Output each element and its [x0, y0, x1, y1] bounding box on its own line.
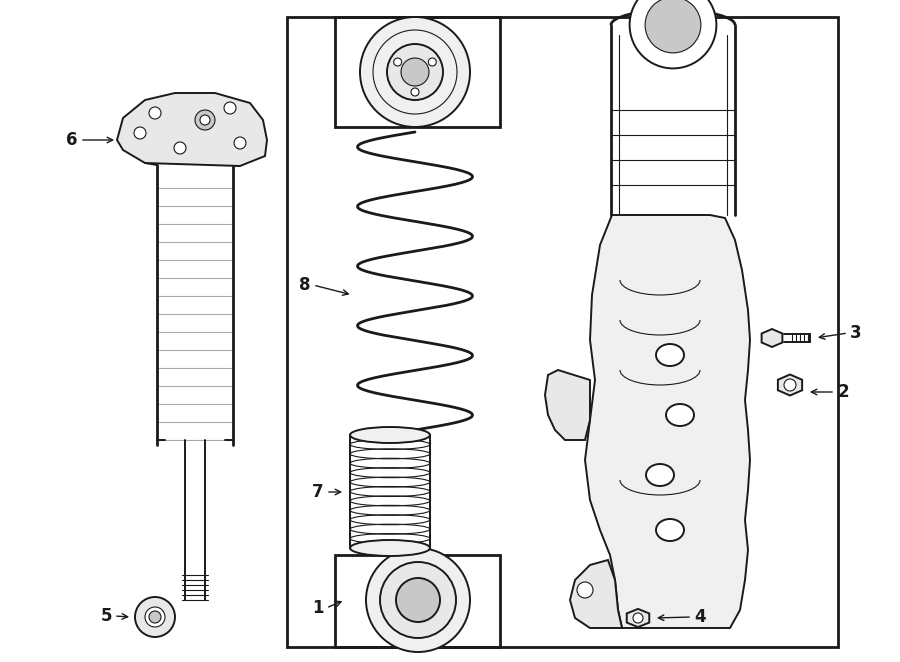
Circle shape [360, 17, 470, 127]
Circle shape [135, 597, 175, 637]
Circle shape [577, 582, 593, 598]
Circle shape [633, 613, 643, 623]
Bar [287, 17, 838, 647]
Circle shape [387, 44, 443, 100]
Circle shape [234, 137, 246, 149]
Circle shape [411, 88, 419, 96]
Polygon shape [778, 375, 802, 395]
Circle shape [200, 115, 210, 125]
Text: 2: 2 [837, 383, 849, 401]
Text: 6: 6 [67, 131, 77, 149]
Ellipse shape [646, 464, 674, 486]
Ellipse shape [350, 540, 430, 556]
Polygon shape [117, 93, 267, 166]
Circle shape [195, 110, 215, 130]
Text: 8: 8 [299, 276, 310, 294]
Polygon shape [585, 215, 750, 628]
Text: 3: 3 [850, 324, 862, 342]
Circle shape [380, 562, 456, 638]
Circle shape [366, 548, 470, 652]
Ellipse shape [656, 519, 684, 541]
Circle shape [396, 578, 440, 622]
Ellipse shape [666, 404, 694, 426]
Circle shape [784, 379, 796, 391]
Text: 5: 5 [100, 607, 112, 625]
Circle shape [174, 142, 186, 154]
Circle shape [149, 611, 161, 623]
Circle shape [393, 58, 401, 66]
Circle shape [373, 30, 457, 114]
Polygon shape [761, 329, 782, 347]
Circle shape [149, 107, 161, 119]
Circle shape [428, 58, 436, 66]
Polygon shape [626, 609, 649, 627]
Ellipse shape [656, 344, 684, 366]
Polygon shape [545, 370, 590, 440]
Bar [335, 17, 500, 127]
Circle shape [224, 102, 236, 114]
Text: 7: 7 [312, 483, 324, 501]
Circle shape [401, 58, 429, 86]
Circle shape [145, 607, 165, 627]
Text: 4: 4 [694, 608, 706, 626]
Ellipse shape [350, 427, 430, 443]
Circle shape [630, 0, 716, 68]
Circle shape [645, 0, 701, 53]
Circle shape [134, 127, 146, 139]
Text: 1: 1 [312, 599, 324, 617]
Polygon shape [570, 560, 622, 628]
Bar [335, 555, 500, 647]
